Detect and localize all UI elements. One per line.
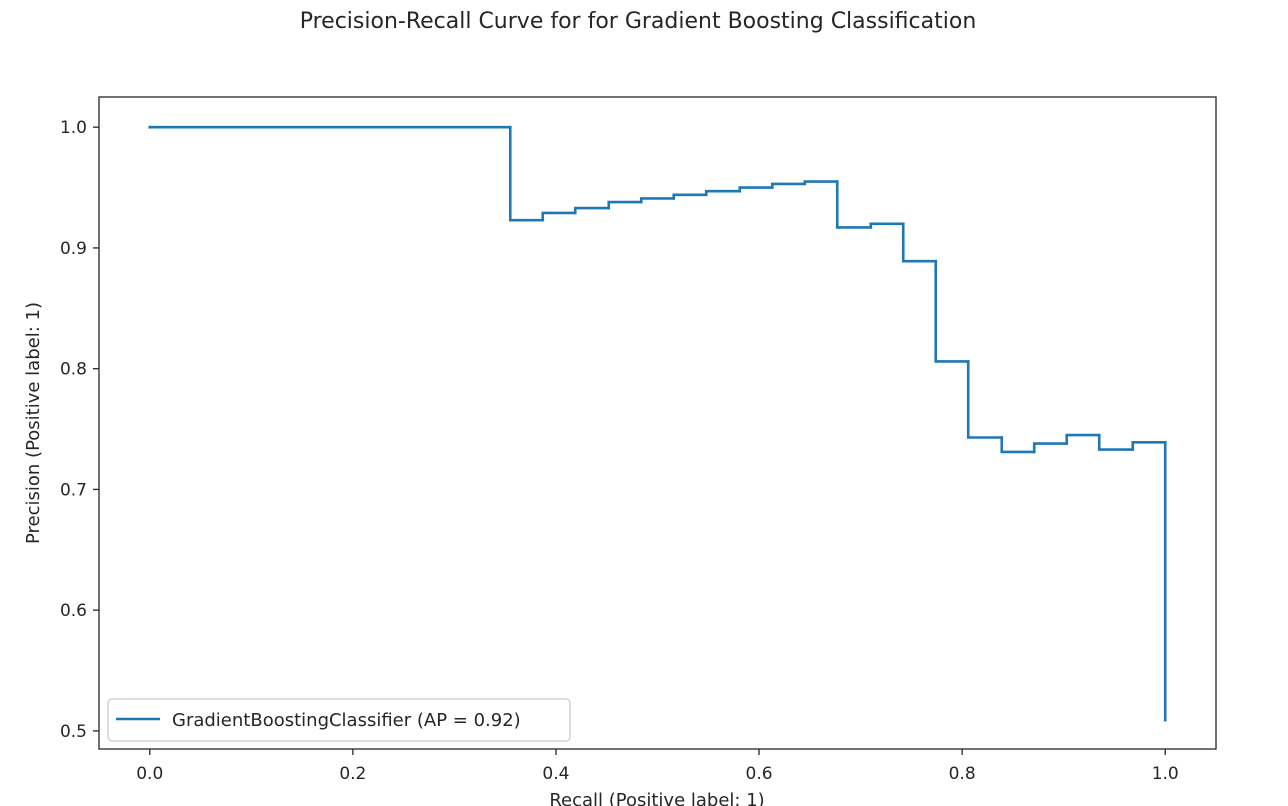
pr-curve-point (1097, 433, 1101, 437)
pr-curve-point (639, 200, 643, 204)
pr-curve-point (1000, 436, 1004, 439)
pr-curve-point (835, 180, 839, 183)
pr-curve-point (738, 189, 742, 193)
x-tick-label: 0.4 (542, 764, 569, 784)
pr-curve-point (934, 259, 938, 263)
y-tick-label: 1.0 (60, 118, 87, 138)
y-tick-label: 0.5 (60, 722, 87, 742)
legend: GradientBoostingClassifier (AP = 0.92) (107, 698, 571, 742)
pr-curve-point (803, 182, 807, 186)
legend-label-gradientboostingclassifier: GradientBoostingClassifier (AP = 0.92) (172, 710, 521, 731)
pr-curve-point (966, 360, 970, 363)
x-tick-label: 0.6 (746, 764, 773, 784)
pr-curve-point (869, 226, 873, 229)
x-tick-label: 0.2 (339, 764, 366, 784)
pr-curve-point (508, 125, 512, 129)
pr-curve-point (1131, 448, 1135, 451)
x-axis-ticks: 0.0 0.2 0.4 0.6 0.8 1.0 (136, 749, 1179, 784)
x-axis-label: Recall (Positive label: 1) (549, 790, 764, 806)
legend-frame (107, 698, 571, 742)
x-tick-label: 0.0 (136, 764, 163, 784)
pr-curve-point (704, 193, 708, 197)
x-tick-label: 0.8 (949, 764, 976, 784)
y-tick-label: 0.6 (60, 601, 87, 621)
x-tick-label: 1.0 (1152, 764, 1179, 784)
pr-curve-point (1065, 442, 1069, 445)
y-axis-ticks: 0.5 0.6 0.7 0.8 0.9 1.0 (60, 118, 99, 742)
pr-curve-point (148, 125, 152, 129)
pr-curve-point (573, 211, 577, 215)
y-axis-label: Precision (Positive label: 1) (23, 302, 44, 544)
pr-curve-point (607, 206, 611, 210)
pr-curve-point (1032, 450, 1036, 454)
pr-curve-point (541, 218, 545, 222)
y-tick-label: 0.7 (60, 480, 87, 500)
plot-area-frame (98, 96, 1217, 750)
pr-curve-point (672, 197, 676, 200)
y-tick-label: 0.8 (60, 360, 87, 380)
curve-layer (148, 125, 1167, 722)
y-tick-label: 0.9 (60, 239, 87, 259)
chart-title: Precision-Recall Curve for for Gradient … (300, 9, 977, 34)
pr-curve-point (901, 222, 905, 226)
pr-curve-point (1163, 718, 1167, 722)
pr-curve-point (1163, 440, 1167, 444)
pr-curve-point (770, 186, 774, 189)
